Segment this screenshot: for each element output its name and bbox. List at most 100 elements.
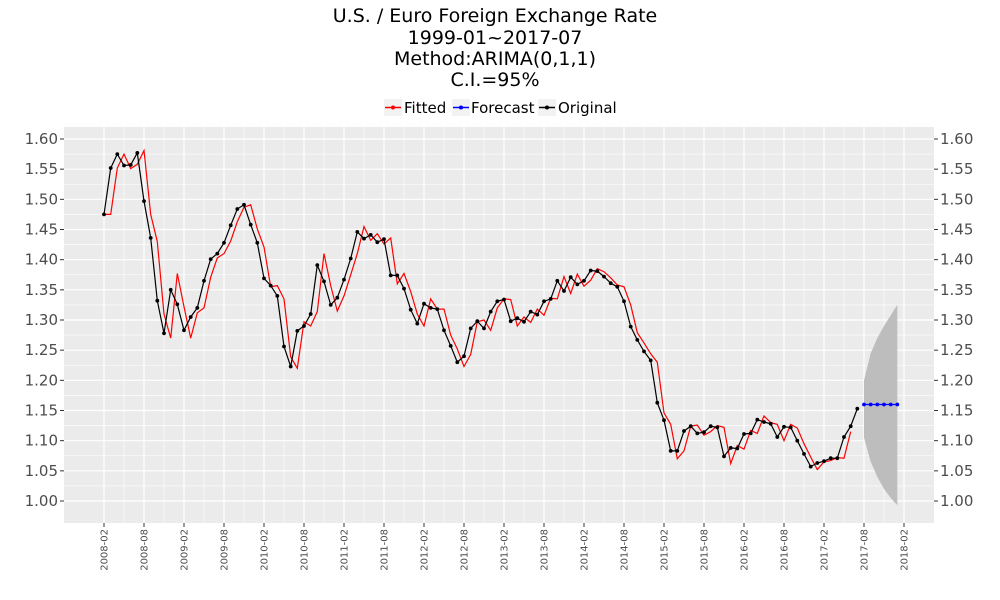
original-point (315, 263, 320, 267)
x-tick-label: 2012-08 (460, 529, 471, 571)
original-point (408, 307, 413, 312)
original-point (448, 344, 453, 348)
grid (64, 127, 934, 523)
y-tick-label-right: 1.10 (940, 432, 973, 450)
original-point (788, 425, 793, 430)
original-point (362, 236, 366, 241)
x-tick-label: 2015-08 (700, 529, 711, 571)
original-point (742, 432, 746, 436)
legend-label-original: Original (558, 99, 617, 117)
original-point (748, 431, 753, 436)
forecast-point (895, 402, 900, 407)
original-point (202, 278, 206, 283)
original-point (828, 456, 833, 461)
original-point (382, 237, 386, 242)
original-point (262, 276, 266, 281)
original-point (135, 151, 140, 155)
legend-key-forecast-point (459, 105, 463, 110)
original-point (582, 278, 586, 283)
original-point (255, 240, 260, 245)
original-point (855, 406, 860, 411)
y-tick-label-right: 1.30 (940, 311, 973, 329)
x-tick-label: 2017-08 (860, 529, 871, 571)
original-point (822, 459, 826, 464)
original-point (375, 240, 380, 245)
original-point (635, 338, 640, 342)
original-point (695, 431, 700, 436)
y-tick-label-left: 1.05 (25, 462, 58, 480)
original-point (795, 438, 800, 443)
original-point (328, 303, 333, 307)
original-point (475, 319, 480, 324)
y-tick-label-right: 1.00 (940, 492, 973, 510)
y-tick-label-left: 1.45 (25, 221, 58, 239)
y-tick-label-left: 1.55 (25, 160, 58, 178)
original-point (775, 435, 780, 439)
original-point (482, 326, 486, 331)
original-point (575, 282, 580, 287)
original-point (368, 233, 373, 237)
original-point (682, 429, 686, 433)
original-point (628, 324, 633, 329)
original-point (515, 316, 520, 321)
x-tick-label: 2018-02 (900, 529, 911, 571)
x-tick-label: 2011-08 (380, 529, 391, 571)
y-tick-label-left: 1.15 (25, 402, 58, 420)
original-point (302, 324, 306, 328)
original-point (815, 461, 820, 465)
original-point (208, 257, 213, 261)
original-point (108, 166, 113, 170)
original-point (662, 418, 666, 423)
original-point (222, 240, 226, 245)
original-point (235, 207, 240, 211)
original-point (402, 286, 406, 291)
original-point (228, 223, 233, 228)
original-point (768, 421, 773, 426)
original-point (162, 331, 166, 336)
legend-label-forecast: Forecast (471, 99, 535, 117)
original-point (268, 283, 273, 288)
original-point (548, 297, 553, 301)
y-tick-label-right: 1.25 (940, 341, 973, 359)
original-point (322, 279, 326, 284)
original-point (735, 446, 740, 451)
y-tick-label-left: 1.00 (25, 492, 58, 510)
original-point (568, 275, 573, 280)
original-point (588, 268, 593, 273)
x-tick-label: 2014-08 (620, 529, 631, 571)
original-point (175, 302, 180, 307)
original-point (488, 309, 493, 314)
original-point (642, 349, 646, 354)
x-tick-label: 2009-08 (220, 529, 231, 571)
original-point (182, 328, 186, 333)
original-point (335, 295, 340, 300)
x-tick-label: 2009-02 (180, 529, 191, 571)
original-point (188, 315, 193, 319)
original-point (522, 319, 526, 324)
original-point (708, 424, 713, 429)
y-tick-label-left: 1.30 (25, 311, 58, 329)
y-tick-label-right: 1.45 (940, 221, 973, 239)
x-tick-label: 2012-02 (420, 529, 431, 571)
x-tick-label: 2015-02 (660, 529, 671, 571)
series-points (102, 151, 900, 469)
original-point (455, 360, 460, 365)
original-point (722, 454, 726, 459)
x-tick-label: 2008-02 (100, 529, 111, 571)
original-point (715, 425, 720, 430)
chart-title-line-1: U.S. / Euro Foreign Exchange Rate (333, 5, 657, 27)
original-point (688, 424, 693, 429)
original-point (542, 299, 546, 304)
original-point (655, 400, 660, 405)
original-point (395, 273, 400, 278)
original-point (602, 274, 606, 279)
original-point (195, 306, 200, 310)
original-point (608, 281, 613, 286)
original-point (468, 326, 473, 331)
original-point (615, 284, 620, 289)
y-tick-label-right: 1.15 (940, 402, 973, 420)
original-point (435, 307, 440, 311)
original-point (342, 277, 346, 282)
forecast-point (862, 402, 866, 407)
original-point (555, 278, 560, 283)
